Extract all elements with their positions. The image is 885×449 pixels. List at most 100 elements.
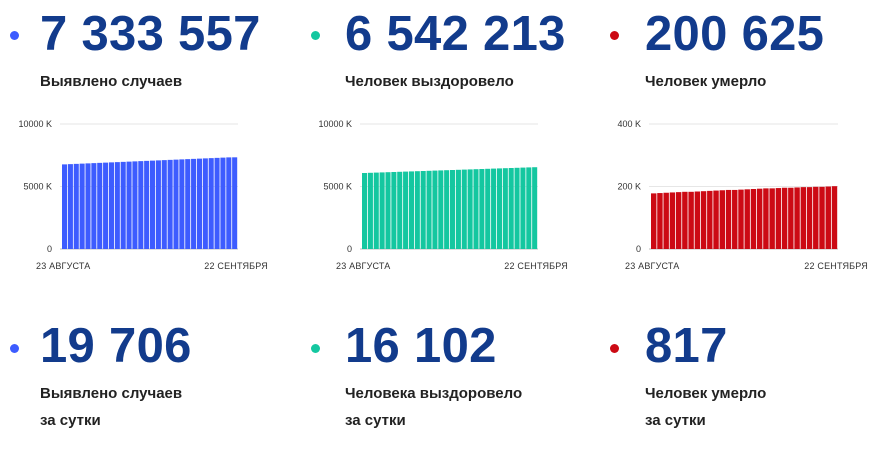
y-tick-label: 0 [347, 244, 352, 254]
bar [103, 162, 109, 249]
bar [220, 157, 226, 249]
bar [508, 168, 514, 249]
bar [73, 163, 79, 249]
deaths-chart-svg: 0 200 K 400 K 23 АВГУСТА 22 СЕНТЯБРЯ [617, 119, 868, 271]
bar [391, 172, 397, 249]
bar [144, 160, 150, 249]
bar [97, 162, 103, 249]
bar [85, 163, 91, 249]
bar [367, 172, 373, 249]
daily-recovered-value: 16 102 [345, 319, 497, 373]
bar [738, 189, 744, 249]
bar [688, 191, 694, 249]
deaths-total-label: Человек умерло [645, 73, 767, 90]
bar [455, 169, 461, 249]
bar [675, 192, 682, 249]
bar [520, 167, 526, 249]
bar [208, 158, 214, 249]
bar [651, 193, 657, 249]
daily-recovered-label: Человека выздоровело за сутки [345, 380, 522, 434]
daily-cases-dot-icon [10, 344, 19, 353]
bar [214, 157, 220, 249]
bar [179, 159, 185, 249]
bar [420, 171, 426, 249]
y-tick-label: 10000 K [318, 119, 352, 129]
bar [196, 158, 202, 249]
bar [825, 186, 831, 249]
daily-block-deaths: 817 Человек умерло за сутки [600, 310, 885, 440]
cases-chart-svg: 0 5000 K 10000 K 23 АВГУСТА 22 СЕНТЯБРЯ [18, 119, 268, 271]
bar [502, 168, 508, 249]
bar [403, 171, 409, 249]
deaths-total-value: 200 625 [645, 7, 825, 61]
recovered-total-value: 6 542 213 [345, 7, 566, 61]
cases-chart: 0 5000 K 10000 K 23 АВГУСТА 22 СЕНТЯБРЯ [0, 110, 285, 275]
y-tick-label: 5000 K [23, 182, 52, 192]
bar [414, 171, 420, 249]
deaths-chart: 0 200 K 400 K 23 АВГУСТА 22 СЕНТЯБРЯ [590, 110, 875, 275]
bar [657, 193, 663, 249]
bar [202, 158, 208, 249]
bar [155, 160, 161, 249]
bar [491, 168, 497, 249]
daily-block-cases: 19 706 Выявлено случаев за сутки [0, 310, 290, 440]
bar [707, 190, 713, 249]
daily-cases-label: Выявлено случаев за сутки [40, 380, 182, 434]
bar [461, 169, 467, 249]
bar [526, 167, 532, 249]
bar [769, 188, 775, 249]
bar [397, 171, 403, 249]
x-end-label: 22 СЕНТЯБРЯ [204, 261, 268, 271]
bar [379, 172, 385, 249]
cases-total-value: 7 333 557 [40, 7, 261, 61]
bar [713, 190, 719, 249]
x-start-label: 23 АВГУСТА [336, 261, 391, 271]
bar [700, 191, 707, 249]
bar [191, 158, 197, 249]
bar [663, 192, 669, 249]
bar [108, 162, 114, 249]
y-tick-label: 5000 K [323, 182, 352, 192]
bar [132, 161, 138, 249]
y-tick-label: 0 [47, 244, 52, 254]
bar [719, 190, 725, 249]
bar [150, 160, 156, 249]
bar [800, 187, 807, 249]
recovered-dot-icon [311, 31, 320, 40]
bar [138, 161, 144, 249]
bar [514, 167, 520, 249]
bar [744, 189, 750, 249]
bar [763, 188, 769, 249]
bar [167, 159, 173, 249]
bar [79, 163, 85, 249]
cases-total-label: Выявлено случаев [40, 73, 183, 90]
y-tick-label: 200 K [617, 182, 641, 192]
bar [467, 169, 473, 249]
daily-block-recovered: 16 102 Человека выздоровело за сутки [300, 310, 590, 440]
bar [732, 189, 738, 249]
x-start-label: 23 АВГУСТА [625, 261, 680, 271]
bar [91, 163, 97, 249]
bar [694, 191, 701, 249]
bar [62, 164, 68, 249]
bar [126, 161, 132, 249]
cases-dot-icon [10, 31, 19, 40]
x-start-label: 23 АВГУСТА [36, 261, 91, 271]
bar [185, 159, 191, 249]
bar [408, 171, 414, 249]
bar [67, 164, 73, 249]
daily-cases-label-line1: Выявлено случаев [40, 385, 183, 402]
bar [756, 188, 763, 249]
x-end-label: 22 СЕНТЯБРЯ [804, 261, 868, 271]
bar [813, 186, 819, 249]
daily-recovered-dot-icon [311, 344, 320, 353]
bar [226, 157, 232, 249]
bar [114, 162, 120, 249]
bar [682, 191, 688, 249]
bar [444, 170, 450, 249]
bar [120, 161, 126, 249]
bar [473, 169, 479, 249]
stat-block-cases: 7 333 557 Выявлено случаев [0, 0, 290, 300]
y-tick-label: 400 K [617, 119, 641, 129]
daily-deaths-label-line1: Человек умерло [645, 385, 767, 402]
